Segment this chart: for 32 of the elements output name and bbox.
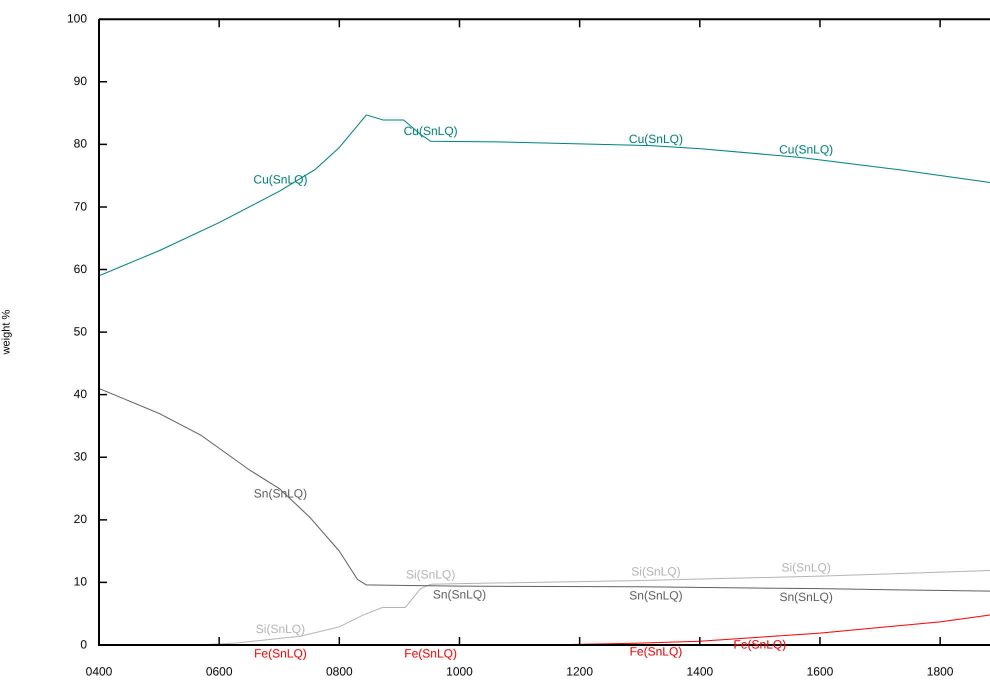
annotation: Cu(SnLQ) <box>628 132 683 146</box>
y-tick-label: 100 <box>66 12 88 26</box>
y-tick-label: 30 <box>74 450 88 464</box>
y-tick-label: 40 <box>74 386 88 401</box>
annotation: Si(SnLQ) <box>631 564 681 578</box>
y-tick-label: 80 <box>74 136 88 151</box>
annotation: Si(SnLQ) <box>256 622 306 636</box>
x-tick-label: 1400 <box>686 664 714 679</box>
y-tick-label: 20 <box>74 512 88 526</box>
annotation: Sn(SnLQ) <box>629 588 683 603</box>
x-tick-label: 0800 <box>326 664 353 679</box>
y-tick-label: 60 <box>74 262 88 276</box>
y-tick-label: 10 <box>74 574 88 589</box>
y-tick-label: 0 <box>80 637 88 652</box>
annotation: Sn(SnLQ) <box>432 587 486 602</box>
annotation: Fe(SnLQ) <box>630 644 682 658</box>
annotation: Fe(SnLQ) <box>254 646 307 660</box>
y-tick-label: 50 <box>74 324 88 338</box>
x-tick-label: 1000 <box>446 664 474 679</box>
x-tick-label: 0600 <box>206 664 233 679</box>
y-tick-label: 90 <box>74 74 88 88</box>
annotation: Si(SnLQ) <box>406 568 456 582</box>
annotation: Cu(SnLQ) <box>779 142 834 157</box>
y-axis-title: weight % <box>0 310 13 356</box>
x-tick-label: 0400 <box>86 664 113 679</box>
annotation: Fe(SnLQ) <box>404 646 457 660</box>
annotation: Sn(SnLQ) <box>779 590 833 604</box>
annotation: Si(SnLQ) <box>781 560 831 575</box>
y-tick-label: 70 <box>74 199 88 214</box>
x-tick-label: 1800 <box>926 664 954 679</box>
x-tick-label: 1200 <box>566 664 594 679</box>
x-tick-label: 1600 <box>806 664 834 679</box>
